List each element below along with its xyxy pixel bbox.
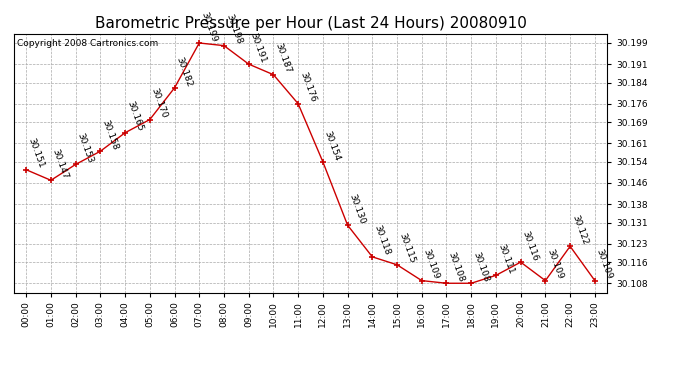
Text: 30.182: 30.182 bbox=[175, 55, 194, 88]
Text: 30.109: 30.109 bbox=[422, 248, 441, 280]
Text: 30.109: 30.109 bbox=[545, 248, 564, 280]
Text: 30.199: 30.199 bbox=[199, 10, 219, 43]
Text: 30.187: 30.187 bbox=[273, 42, 293, 75]
Text: 30.115: 30.115 bbox=[397, 232, 416, 265]
Text: 30.191: 30.191 bbox=[248, 32, 268, 64]
Text: 30.108: 30.108 bbox=[446, 251, 466, 283]
Text: 30.122: 30.122 bbox=[570, 214, 589, 246]
Text: 30.153: 30.153 bbox=[76, 132, 95, 165]
Text: 30.165: 30.165 bbox=[125, 100, 144, 133]
Title: Barometric Pressure per Hour (Last 24 Hours) 20080910: Barometric Pressure per Hour (Last 24 Ho… bbox=[95, 16, 526, 31]
Text: 30.109: 30.109 bbox=[595, 248, 614, 280]
Text: 30.118: 30.118 bbox=[373, 224, 392, 257]
Text: 30.198: 30.198 bbox=[224, 13, 244, 46]
Text: 30.170: 30.170 bbox=[150, 87, 169, 120]
Text: Copyright 2008 Cartronics.com: Copyright 2008 Cartronics.com bbox=[17, 39, 158, 48]
Text: 30.111: 30.111 bbox=[496, 243, 515, 275]
Text: 30.108: 30.108 bbox=[471, 251, 491, 283]
Text: 30.151: 30.151 bbox=[26, 137, 46, 170]
Text: 30.130: 30.130 bbox=[348, 192, 367, 225]
Text: 30.158: 30.158 bbox=[100, 118, 119, 151]
Text: 30.147: 30.147 bbox=[51, 148, 70, 180]
Text: 30.116: 30.116 bbox=[521, 230, 540, 262]
Text: 30.176: 30.176 bbox=[298, 71, 317, 104]
Text: 30.154: 30.154 bbox=[323, 129, 342, 162]
